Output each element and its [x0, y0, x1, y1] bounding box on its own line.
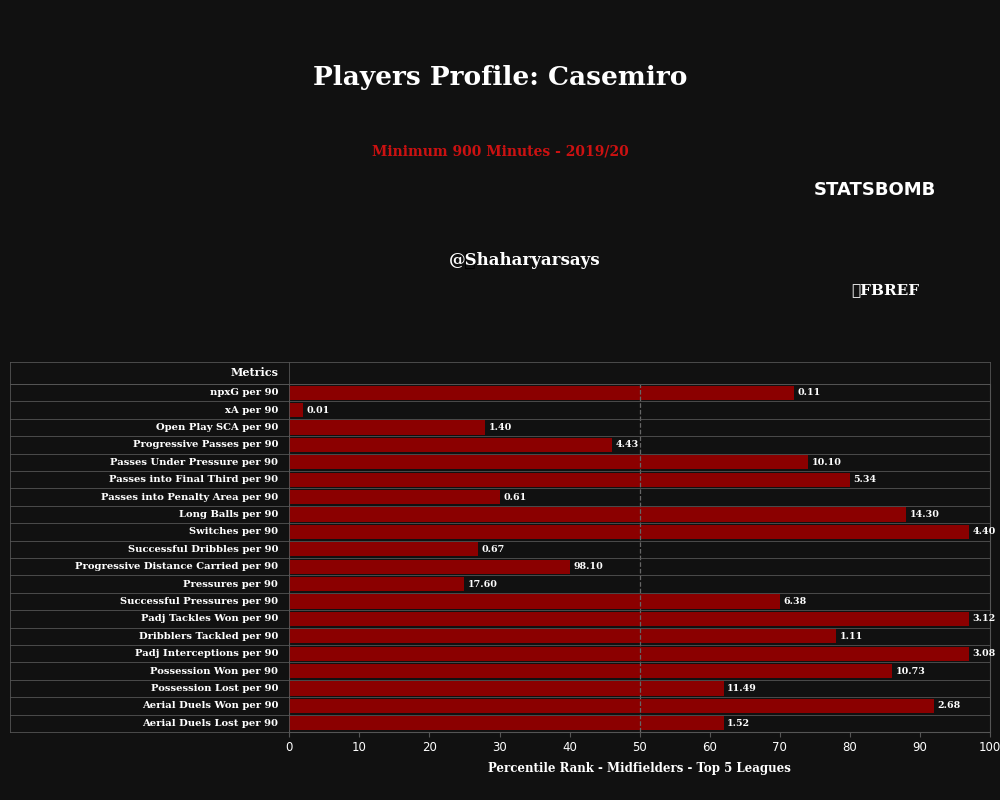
- Text: Progressive Passes per 90: Progressive Passes per 90: [133, 440, 278, 450]
- Text: 98.10: 98.10: [573, 562, 603, 571]
- Text: Padj Interceptions per 90: Padj Interceptions per 90: [135, 650, 278, 658]
- Text: Switches per 90: Switches per 90: [189, 527, 278, 536]
- Bar: [289, 664, 892, 678]
- Text: Progressive Distance Carried per 90: Progressive Distance Carried per 90: [75, 562, 278, 571]
- Text: Pressures per 90: Pressures per 90: [183, 579, 278, 589]
- Text: Padj Tackles Won per 90: Padj Tackles Won per 90: [141, 614, 278, 623]
- Text: 10.10: 10.10: [811, 458, 841, 466]
- Text: 3.08: 3.08: [972, 650, 996, 658]
- Text: ⚽FBREF: ⚽FBREF: [851, 283, 919, 298]
- Text: Passes into Final Third per 90: Passes into Final Third per 90: [109, 475, 278, 484]
- Text: 4.43: 4.43: [615, 440, 638, 450]
- Text: 1.40: 1.40: [489, 423, 512, 432]
- Text: 14.30: 14.30: [909, 510, 939, 519]
- Text: 2.68: 2.68: [937, 702, 961, 710]
- Bar: [289, 646, 969, 661]
- Text: Minimum 900 Minutes - 2019/20: Minimum 900 Minutes - 2019/20: [372, 145, 628, 158]
- Text: Metrics: Metrics: [230, 367, 278, 378]
- Text: npxG per 90: npxG per 90: [210, 388, 278, 397]
- Text: @Shaharyarsays: @Shaharyarsays: [449, 252, 601, 269]
- Text: Possession Won per 90: Possession Won per 90: [150, 666, 278, 675]
- Text: 0.67: 0.67: [482, 545, 505, 554]
- Bar: [289, 473, 850, 487]
- Text: 10.73: 10.73: [895, 666, 925, 675]
- Text: Long Balls per 90: Long Balls per 90: [179, 510, 278, 519]
- Text: Open Play SCA per 90: Open Play SCA per 90: [156, 423, 278, 432]
- Text: 🐦: 🐦: [464, 251, 476, 270]
- Bar: [289, 682, 724, 696]
- Text: 3.12: 3.12: [972, 614, 996, 623]
- Bar: [289, 403, 303, 418]
- Text: 6.38: 6.38: [783, 597, 807, 606]
- Bar: [289, 542, 478, 557]
- Text: 0.01: 0.01: [307, 406, 330, 414]
- Text: Players Profile: Casemiro: Players Profile: Casemiro: [313, 65, 687, 90]
- Text: xA per 90: xA per 90: [225, 406, 278, 414]
- Bar: [289, 716, 724, 730]
- Bar: [289, 525, 969, 539]
- Bar: [289, 629, 836, 643]
- Text: Dribblers Tackled per 90: Dribblers Tackled per 90: [139, 632, 278, 641]
- Bar: [289, 507, 906, 522]
- Text: Possession Lost per 90: Possession Lost per 90: [151, 684, 278, 693]
- Bar: [289, 455, 808, 470]
- Text: Successful Dribbles per 90: Successful Dribbles per 90: [128, 545, 278, 554]
- Bar: [289, 698, 934, 713]
- Text: 4.40: 4.40: [972, 527, 996, 536]
- Text: Passes into Penalty Area per 90: Passes into Penalty Area per 90: [101, 493, 278, 502]
- Text: Successful Pressures per 90: Successful Pressures per 90: [120, 597, 278, 606]
- Bar: [289, 386, 794, 400]
- Bar: [289, 420, 485, 434]
- Bar: [289, 577, 464, 591]
- Text: 1.52: 1.52: [727, 718, 750, 728]
- Text: 0.11: 0.11: [797, 388, 821, 397]
- Text: STATSBOMB: STATSBOMB: [814, 181, 936, 199]
- Text: Aerial Duels Lost per 90: Aerial Duels Lost per 90: [142, 718, 278, 728]
- Text: 11.49: 11.49: [727, 684, 757, 693]
- Text: 1.11: 1.11: [839, 632, 863, 641]
- Text: 5.34: 5.34: [853, 475, 876, 484]
- Bar: [289, 612, 969, 626]
- Text: 0.61: 0.61: [503, 493, 526, 502]
- Bar: [289, 490, 500, 504]
- Bar: [289, 559, 570, 574]
- Text: 17.60: 17.60: [468, 579, 498, 589]
- Bar: [289, 438, 612, 452]
- Text: Passes Under Pressure per 90: Passes Under Pressure per 90: [110, 458, 278, 466]
- X-axis label: Percentile Rank - Midfielders - Top 5 Leagues: Percentile Rank - Midfielders - Top 5 Le…: [488, 762, 791, 775]
- Text: Aerial Duels Won per 90: Aerial Duels Won per 90: [142, 702, 278, 710]
- Bar: [289, 594, 780, 609]
